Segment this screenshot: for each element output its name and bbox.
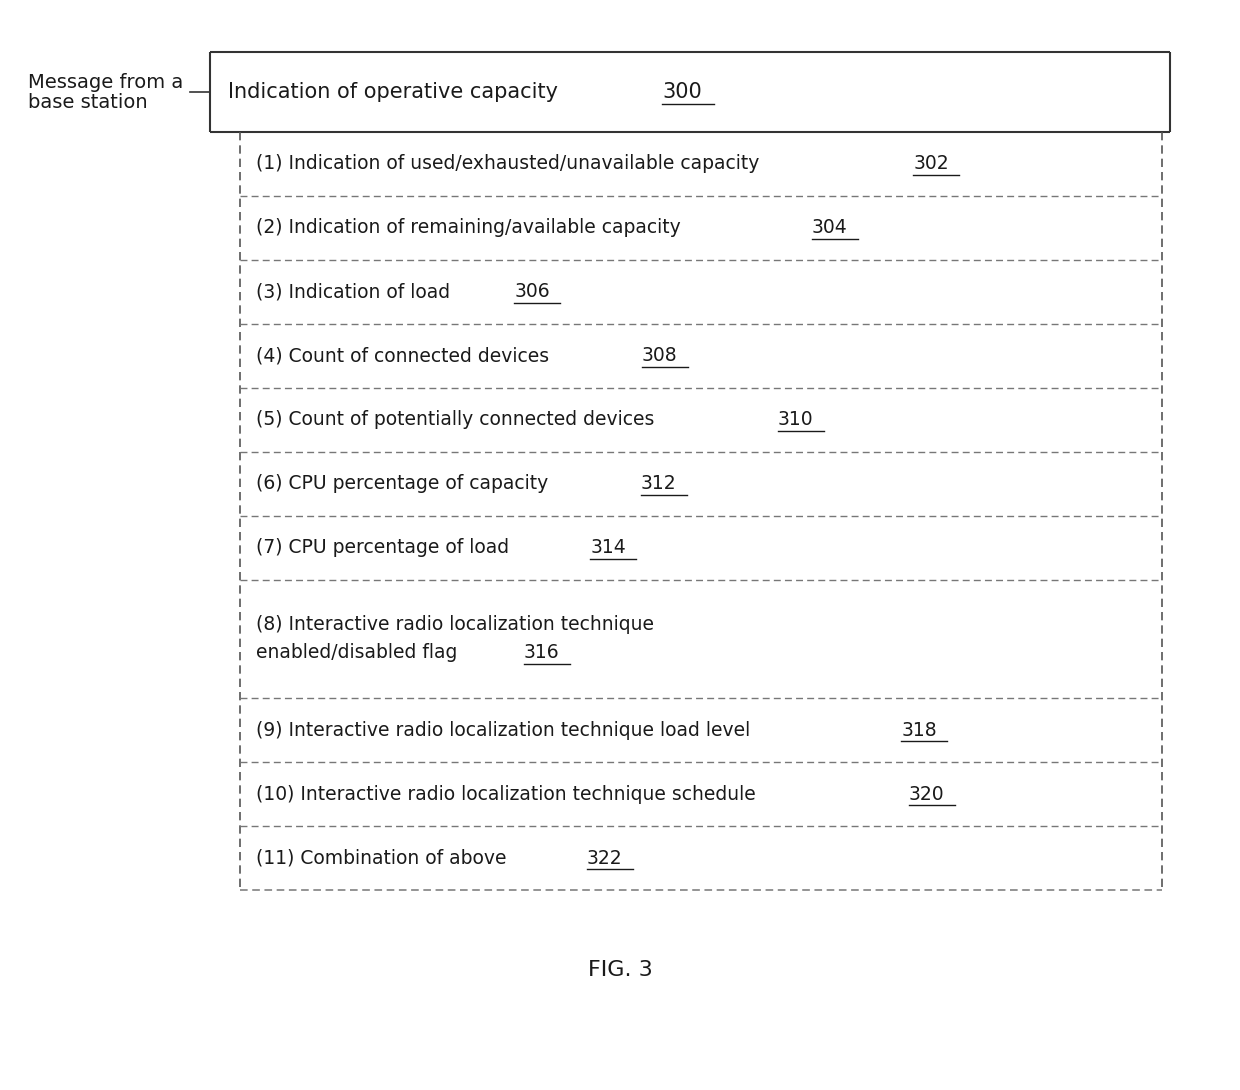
Text: Indication of operative capacity: Indication of operative capacity xyxy=(228,82,564,102)
Text: base station: base station xyxy=(29,93,148,111)
Text: (7) CPU percentage of load: (7) CPU percentage of load xyxy=(255,538,515,557)
Text: (9) Interactive radio localization technique load level: (9) Interactive radio localization techn… xyxy=(255,720,756,740)
Text: 322: 322 xyxy=(587,848,622,868)
Text: 320: 320 xyxy=(909,785,944,803)
Text: 312: 312 xyxy=(641,474,677,494)
Text: 302: 302 xyxy=(913,155,949,173)
Text: Message from a: Message from a xyxy=(29,73,184,92)
Text: enabled/disabled flag: enabled/disabled flag xyxy=(255,643,464,663)
Text: (4) Count of connected devices: (4) Count of connected devices xyxy=(255,347,556,365)
Text: (8) Interactive radio localization technique: (8) Interactive radio localization techn… xyxy=(255,616,653,634)
Text: (1) Indication of used/exhausted/unavailable capacity: (1) Indication of used/exhausted/unavail… xyxy=(255,155,765,173)
Text: FIG. 3: FIG. 3 xyxy=(588,960,652,980)
Text: 310: 310 xyxy=(777,410,813,429)
Text: (6) CPU percentage of capacity: (6) CPU percentage of capacity xyxy=(255,474,554,494)
Text: (11) Combination of above: (11) Combination of above xyxy=(255,848,512,868)
Text: (3) Indication of load: (3) Indication of load xyxy=(255,282,456,302)
Text: 318: 318 xyxy=(901,720,937,740)
Text: (5) Count of potentially connected devices: (5) Count of potentially connected devic… xyxy=(255,410,661,429)
Text: 314: 314 xyxy=(590,538,626,557)
Text: (2) Indication of remaining/available capacity: (2) Indication of remaining/available ca… xyxy=(255,218,687,238)
Text: 300: 300 xyxy=(662,82,702,102)
Text: 306: 306 xyxy=(515,282,549,302)
Text: (10) Interactive radio localization technique schedule: (10) Interactive radio localization tech… xyxy=(255,785,761,803)
Text: 304: 304 xyxy=(812,218,848,238)
Text: 316: 316 xyxy=(523,643,559,663)
Text: 308: 308 xyxy=(642,347,677,365)
